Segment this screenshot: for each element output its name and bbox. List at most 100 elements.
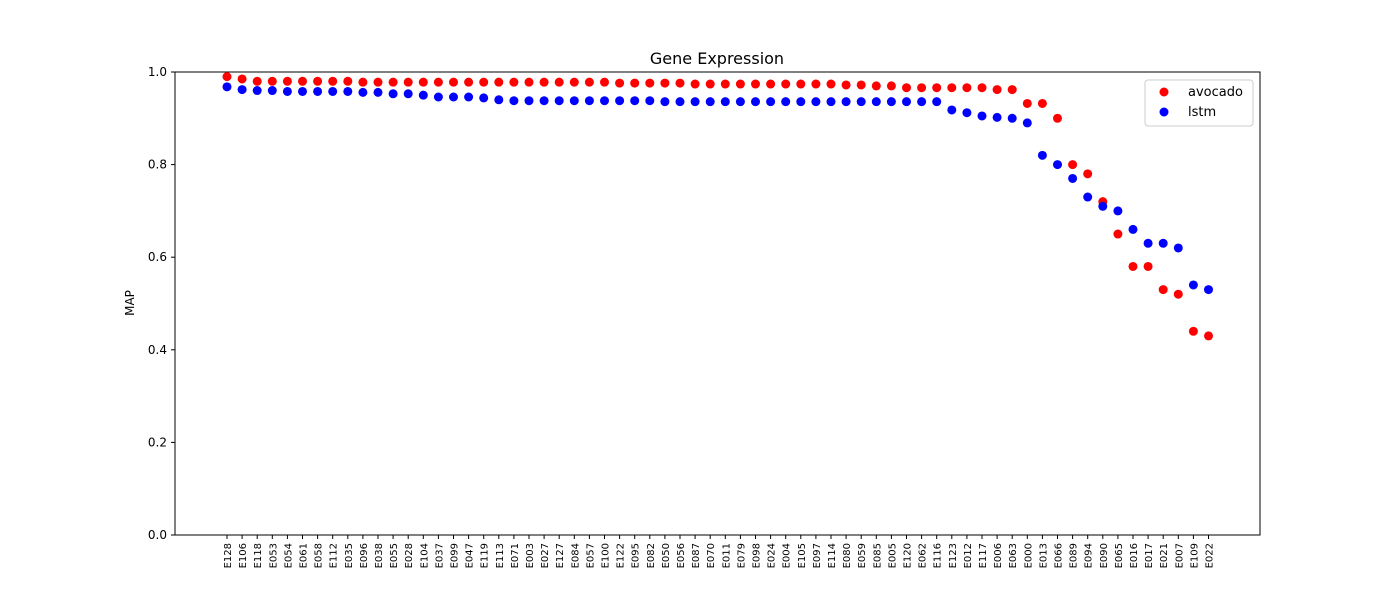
x-tick-label: E120 [903, 543, 914, 568]
x-tick-label: E112 [329, 543, 340, 568]
x-tick-label: E017 [1144, 543, 1155, 568]
x-tick-label: E085 [872, 543, 883, 568]
avocado-point [418, 77, 428, 87]
avocado-point [766, 79, 776, 89]
x-tick-label: E035 [344, 543, 355, 568]
series-lstm [222, 82, 1213, 295]
lstm-point [584, 96, 594, 106]
avocado-point [388, 77, 398, 87]
x-tick-label: E058 [314, 543, 325, 568]
lstm-point [811, 97, 821, 107]
x-tick-label: E118 [253, 543, 264, 568]
avocado-point [479, 77, 489, 87]
lstm-point [735, 97, 745, 107]
legend-box [1144, 79, 1254, 127]
x-tick-label: E055 [389, 543, 400, 568]
avocado-point [1007, 85, 1017, 95]
lstm-point [841, 97, 851, 107]
lstm-point [1068, 173, 1078, 183]
x-tick-label: E057 [585, 543, 596, 568]
avocado-point [343, 76, 353, 86]
avocado-point [1068, 160, 1078, 170]
avocado-point [962, 83, 972, 93]
x-tick-label: E056 [676, 543, 687, 568]
avocado-point [796, 79, 806, 89]
x-tick-label: E005 [887, 543, 898, 568]
x-tick-label: E099 [450, 543, 461, 568]
avocado-point [282, 76, 292, 86]
x-tick-label: E065 [1114, 543, 1125, 568]
lstm-point [237, 85, 247, 95]
lstm-point [373, 87, 383, 97]
x-tick-label: E094 [1084, 543, 1095, 568]
avocado-point [630, 78, 640, 88]
avocado-point [1204, 331, 1213, 341]
lstm-point [660, 97, 670, 107]
lstm-point [675, 97, 685, 107]
y-tick-label: 0.4 [148, 343, 167, 357]
lstm-point [947, 105, 957, 115]
x-tick-label: E063 [1008, 543, 1019, 568]
x-tick-label: E037 [434, 543, 445, 568]
x-tick-label: E011 [721, 543, 732, 568]
avocado-point [373, 77, 383, 87]
lstm-point [569, 96, 579, 106]
lstm-point [539, 96, 549, 106]
avocado-point [977, 83, 987, 93]
x-tick-label: E028 [404, 543, 415, 568]
avocado-point [947, 83, 957, 93]
x-tick-label: E021 [1159, 543, 1170, 568]
avocado-point [600, 77, 609, 87]
avocado-point [1188, 326, 1198, 336]
x-tick-label: E013 [1038, 543, 1049, 568]
lstm-point [600, 96, 609, 106]
x-tick-label: E053 [268, 543, 279, 568]
avocado-point [494, 77, 504, 87]
x-tick-label: E062 [918, 543, 929, 568]
lstm-point [267, 86, 277, 96]
avocado-point [539, 77, 549, 87]
lstm-point [1204, 285, 1213, 295]
lstm-point [403, 89, 413, 99]
avocado-point [358, 77, 368, 87]
y-tick-label: 0.8 [148, 158, 167, 172]
lstm-point [388, 89, 398, 99]
avocado-point [615, 78, 625, 88]
lstm-point [313, 86, 323, 96]
avocado-point [917, 83, 927, 93]
lstm-point [358, 87, 368, 97]
plot-area: 0.0 0.2 0.4 0.6 0.8 1.0 E128 E106 E118 E053 E054 E0… [148, 65, 1261, 568]
lstm-point [992, 112, 1002, 122]
x-tick-label: E087 [691, 543, 702, 568]
legend-marker-avocado [1159, 87, 1169, 97]
x-tick-label: E054 [283, 543, 294, 568]
x-tick-label: E079 [736, 543, 747, 568]
avocado-point [886, 81, 896, 91]
avocado-point [675, 78, 685, 88]
avocado-point [328, 76, 338, 86]
lstm-point [252, 86, 262, 96]
lstm-point [902, 97, 911, 107]
x-tick-label: E066 [1054, 543, 1065, 568]
avocado-point [751, 79, 760, 89]
lstm-point [766, 97, 776, 107]
avocado-point [298, 76, 307, 86]
x-tick-label: E004 [782, 543, 793, 568]
lstm-point [554, 96, 564, 106]
lstm-point [1083, 192, 1093, 202]
lstm-point [1022, 118, 1032, 128]
lstm-point [1007, 113, 1017, 123]
x-tick-label: E016 [1129, 543, 1140, 568]
x-tick-label: E080 [842, 543, 853, 568]
lstm-point [917, 97, 927, 107]
avocado-point [449, 77, 458, 87]
avocado-point [705, 79, 715, 89]
y-axis-label: MAP [123, 290, 137, 316]
avocado-point [811, 79, 821, 89]
plot-frame [174, 71, 1261, 536]
x-tick-label: E012 [963, 543, 974, 568]
lstm-point [781, 97, 791, 107]
lstm-point [720, 97, 730, 107]
x-tick-label: E096 [359, 543, 370, 568]
